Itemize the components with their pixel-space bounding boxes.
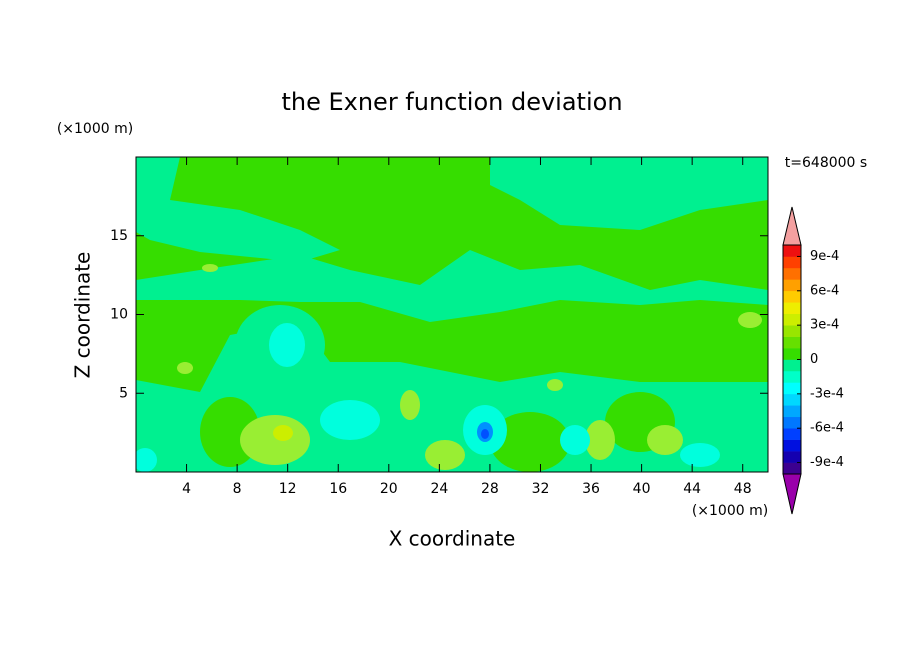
chart-title: the Exner function deviation [281, 88, 622, 116]
colorbar-band [783, 302, 801, 314]
y-tick-label: 15 [110, 228, 128, 244]
x-unit: (×1000 m) [692, 503, 768, 519]
colorbar-band [783, 336, 801, 349]
x-tick-label: 12 [279, 481, 297, 497]
colorbar-tick-label: 9e-4 [810, 249, 839, 264]
colorbar-tick-label: -6e-4 [810, 421, 844, 436]
x-tick-label: 20 [380, 481, 398, 497]
colorbar-band [783, 256, 801, 269]
x-tick-label: 24 [430, 481, 448, 497]
colorbar-band [783, 359, 801, 372]
colorbar-tick-label: -9e-4 [810, 455, 844, 470]
colorbar-band [783, 267, 801, 280]
colorbar-band [783, 290, 801, 303]
colorbar-band [783, 325, 801, 337]
colorbar-band [783, 382, 801, 395]
annotation: t=648000 s [785, 155, 867, 171]
colorbar-over [782, 206, 802, 246]
colorbar-band [783, 428, 801, 440]
colorbar-band [783, 370, 801, 383]
colorbar-band [783, 416, 801, 429]
colorbar-band [783, 279, 801, 292]
x-tick-label: 48 [734, 481, 752, 497]
y-tick-label: 10 [110, 307, 128, 323]
colorbar-under [782, 473, 802, 515]
colorbar-band [783, 313, 801, 326]
x-tick-label: 8 [233, 481, 242, 497]
colorbar-band [783, 393, 801, 406]
colorbar-tick-label: 3e-4 [810, 318, 839, 333]
x-tick-label: 16 [329, 481, 347, 497]
colorbar-band [783, 451, 801, 463]
x-tick-label: 40 [633, 481, 651, 497]
colorbar-band [783, 405, 801, 418]
colorbar-band [783, 439, 801, 452]
colorbar-tick-label: 0 [810, 352, 818, 367]
x-tick-label: 4 [182, 481, 191, 497]
colorbar-tick-label: 6e-4 [810, 283, 839, 298]
colorbar-band [783, 245, 801, 257]
colorbar-band [783, 348, 801, 360]
y-unit: (×1000 m) [57, 121, 133, 137]
x-tick-label: 28 [481, 481, 499, 497]
contour-field [136, 157, 768, 472]
colorbar-band [783, 462, 801, 475]
y-axis-label: Z coordinate [71, 252, 95, 379]
y-tick-label: 5 [119, 385, 128, 401]
x-tick-label: 32 [532, 481, 550, 497]
x-axis-label: X coordinate [389, 527, 516, 551]
x-tick-label: 36 [582, 481, 600, 497]
x-tick-label: 44 [683, 481, 701, 497]
colorbar-tick-label: -3e-4 [810, 386, 844, 401]
